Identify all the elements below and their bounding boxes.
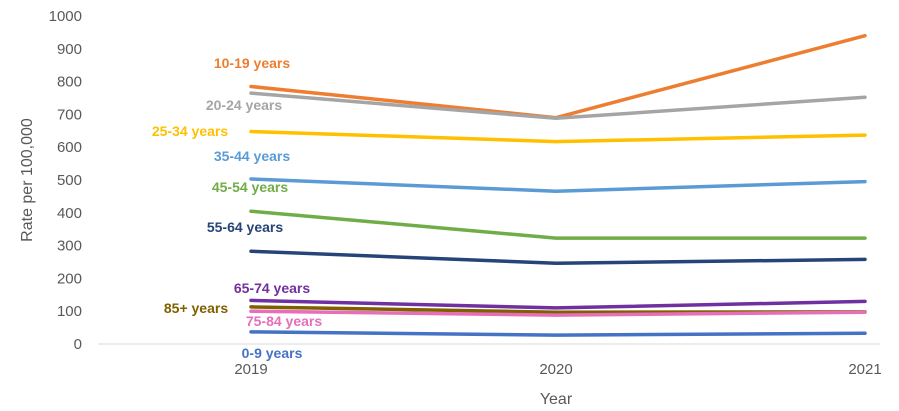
y-axis-ticks: 0 100 200 300 400 500 600 700 800 900 1000 — [49, 8, 82, 353]
series-label: 65-74 years — [234, 280, 311, 296]
y-tick-label: 600 — [57, 139, 82, 156]
series-label: 0-9 years — [242, 345, 303, 361]
y-tick-label: 200 — [57, 270, 82, 287]
series-line — [249, 177, 867, 193]
y-tick-label: 700 — [57, 106, 82, 123]
y-tick-label: 500 — [57, 172, 82, 189]
series-line — [249, 298, 867, 310]
series-label: 25-34 years — [152, 123, 229, 139]
y-tick-label: 1000 — [49, 8, 82, 25]
series-label: 85+ years — [164, 300, 228, 316]
y-tick-label: 400 — [57, 205, 82, 222]
x-axis-ticks: 2019 2020 2021 — [234, 361, 881, 378]
series-label: 45-54 years — [212, 179, 289, 195]
series-line — [249, 330, 867, 337]
series-lines — [249, 33, 867, 337]
y-tick-label: 900 — [57, 41, 82, 58]
series-line — [249, 91, 867, 121]
y-tick-label: 300 — [57, 238, 82, 255]
series-label: 75-84 years — [246, 313, 323, 329]
series-line — [249, 209, 867, 240]
y-tick-label: 0 — [74, 336, 82, 353]
series-line — [249, 249, 867, 266]
series-label: 10-19 years — [214, 55, 291, 71]
series-line — [249, 129, 867, 144]
y-tick-label: 800 — [57, 74, 82, 91]
series-label: 20-24 years — [206, 97, 283, 113]
x-tick-label: 2021 — [848, 361, 881, 378]
x-tick-label: 2020 — [539, 361, 572, 378]
series-line — [249, 33, 867, 120]
x-tick-label: 2019 — [234, 361, 267, 378]
series-label: 35-44 years — [214, 148, 291, 164]
series-line — [249, 309, 867, 317]
x-axis-title: Year — [540, 391, 573, 408]
series-labels: 10-19 years 20-24 years 25-34 years 35-44 y… — [152, 55, 323, 361]
y-axis-title: Rate per 100,000 — [19, 118, 36, 242]
series-label: 55-64 years — [207, 219, 284, 235]
y-tick-label: 100 — [57, 303, 82, 320]
